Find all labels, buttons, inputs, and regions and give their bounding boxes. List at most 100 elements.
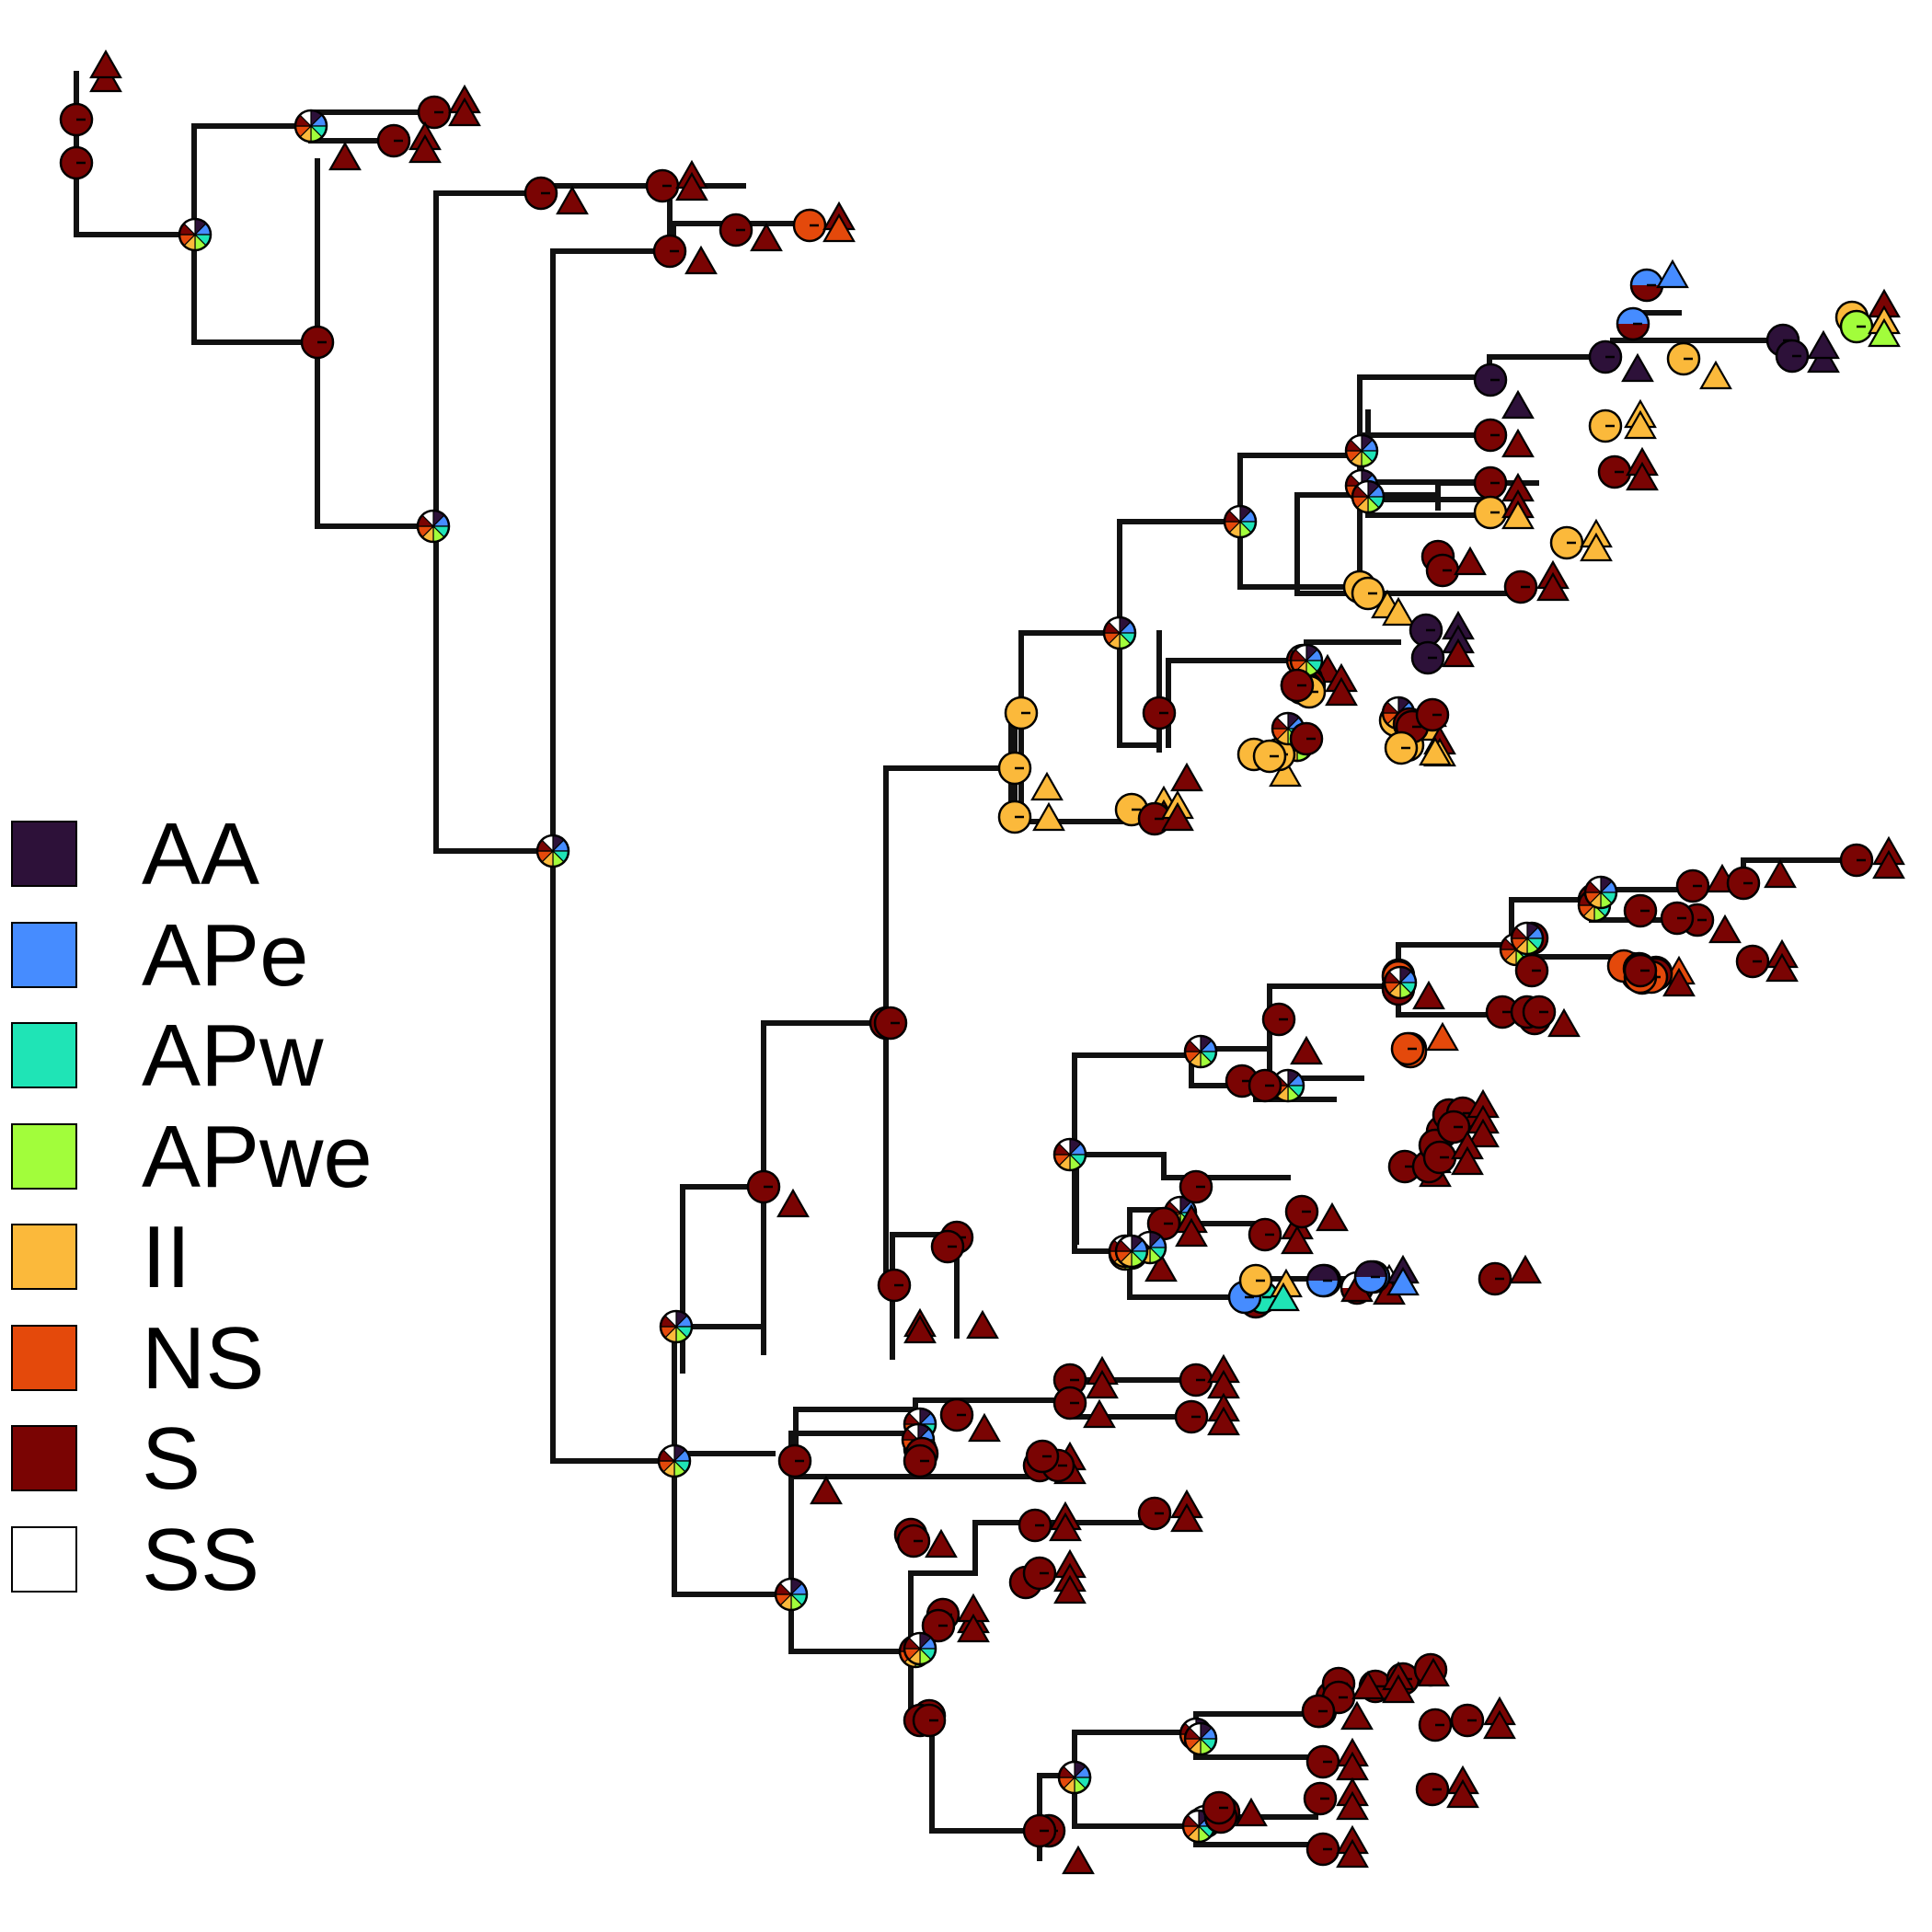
node-state-marker (1599, 456, 1630, 488)
node-state-marker (1307, 1746, 1339, 1777)
tree-branch (76, 74, 194, 235)
tip-state-marker (778, 1190, 808, 1216)
node-state-marker (1305, 1783, 1336, 1814)
tree-branch (764, 1023, 886, 1352)
node-state-marker (999, 801, 1030, 833)
node-state-marker (1176, 1401, 1207, 1432)
legend-swatch-ss (11, 1526, 77, 1593)
tree-branch (1021, 633, 1120, 810)
node-state-marker (537, 835, 569, 867)
tree-branch (1489, 357, 1605, 377)
node-state-marker (1505, 571, 1536, 603)
node-state-marker (1737, 946, 1768, 977)
node-state-marker (1263, 1004, 1294, 1035)
tip-state-marker (686, 247, 716, 273)
tip-state-marker (1236, 1800, 1266, 1825)
node-state-marker (1352, 578, 1384, 609)
legend-swatch-ape (11, 922, 77, 988)
node-state-marker (1249, 1070, 1281, 1101)
tree-branch (1120, 522, 1240, 745)
node-state-marker (1662, 903, 1693, 934)
node-state-marker (1286, 1196, 1317, 1227)
node-state-marker (1352, 481, 1384, 512)
node-state-marker (1027, 1441, 1058, 1472)
tree-branch (317, 161, 436, 526)
legend-label-aa: AA (142, 804, 259, 905)
tip-state-marker (1658, 261, 1687, 287)
node-state-marker (1417, 699, 1448, 730)
node-state-marker (1249, 1219, 1281, 1250)
node-state-marker (1475, 420, 1506, 451)
legend-label-ns: NS (142, 1308, 264, 1409)
tree-branch (683, 1187, 764, 1371)
node-state-marker (378, 125, 409, 156)
tip-state-marker (1428, 1024, 1457, 1050)
node-state-marker (1617, 308, 1649, 339)
node-state-marker (1427, 555, 1458, 586)
node-state-marker (1104, 617, 1135, 649)
node-state-marker (1386, 732, 1417, 764)
node-state-marker (1590, 410, 1621, 442)
node-state-marker (1185, 1723, 1216, 1754)
tree-branch (674, 1454, 791, 1594)
tip-state-marker (1032, 774, 1062, 799)
node-state-marker (1019, 1510, 1051, 1541)
node-state-marker (525, 178, 557, 209)
node-state-marker (1054, 1387, 1086, 1419)
tip-state-marker (926, 1531, 956, 1557)
node-state-marker (1180, 1364, 1212, 1396)
legend-swatch-ii (11, 1224, 77, 1290)
tip-state-marker (1710, 916, 1740, 942)
tree-branch (194, 126, 317, 342)
node-state-marker (1585, 877, 1616, 908)
node-state-marker (1240, 1265, 1271, 1296)
node-state-marker (1516, 955, 1547, 986)
node-state-marker (1254, 741, 1285, 772)
tip-state-marker (1809, 332, 1838, 358)
tip-state-marker (558, 188, 587, 213)
node-state-marker (999, 753, 1030, 784)
tip-state-marker (1414, 983, 1443, 1008)
node-state-marker (932, 1231, 963, 1262)
tree-branch (929, 1719, 1040, 1831)
node-state-marker (1512, 923, 1543, 954)
node-half-top (1631, 270, 1662, 285)
node-state-marker (1677, 870, 1708, 902)
node-state-marker (776, 1579, 807, 1610)
tip-state-marker (1034, 804, 1064, 830)
node-state-marker (1479, 1263, 1511, 1294)
node-state-marker (794, 210, 825, 241)
tip-state-marker (1455, 548, 1485, 574)
node-state-marker (1355, 1261, 1386, 1293)
node-state-marker (1728, 868, 1759, 899)
tip-state-marker (1511, 1257, 1540, 1282)
node-state-marker (1307, 1265, 1339, 1296)
tree-branch (1164, 1155, 1288, 1178)
node-state-marker (61, 147, 92, 178)
tree-branch (436, 526, 553, 851)
node-state-marker (1625, 955, 1656, 986)
tip-state-marker (1701, 362, 1731, 388)
node-state-marker (1475, 467, 1506, 499)
tip-state-marker (1765, 861, 1795, 887)
node-state-marker (1524, 996, 1555, 1028)
node-state-marker (1185, 1036, 1216, 1067)
tip-state-marker (752, 224, 781, 250)
node-state-marker (941, 1399, 972, 1431)
node-state-marker (1475, 497, 1506, 528)
tip-state-marker (1503, 392, 1533, 418)
tree-branches (76, 74, 1863, 1858)
node-state-marker (1282, 670, 1313, 701)
node-state-marker (1392, 1033, 1423, 1064)
node-state-marker (779, 1445, 811, 1477)
tip-state-marker (1317, 1204, 1347, 1230)
node-state-marker (1777, 340, 1808, 372)
node-state-marker (1180, 1171, 1212, 1202)
node-state-marker (61, 104, 92, 135)
node-half-bottom (1617, 324, 1649, 339)
tree-branch (553, 251, 674, 1461)
legend-swatch-s (11, 1425, 77, 1491)
node-state-marker (1385, 967, 1416, 998)
node-state-marker (1116, 1236, 1147, 1267)
tip-state-marker (811, 1478, 841, 1503)
